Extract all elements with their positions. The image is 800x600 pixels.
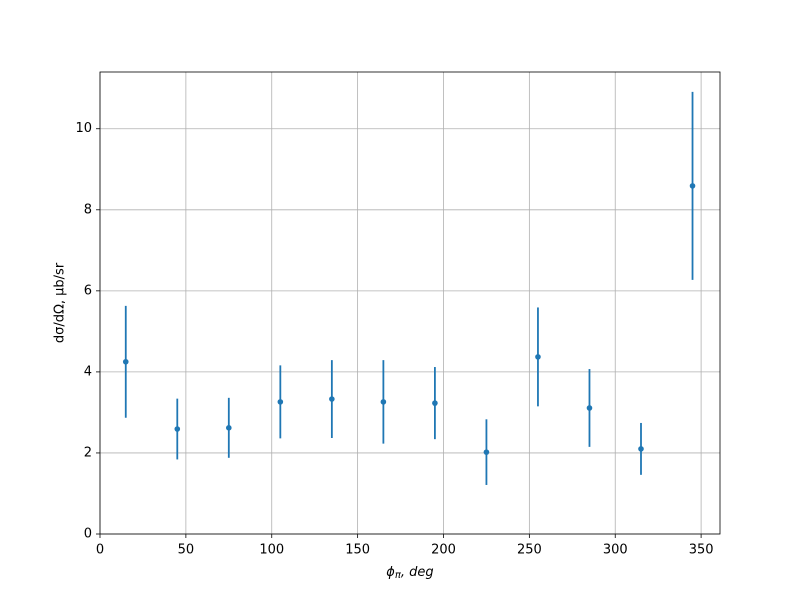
data-point: [586, 405, 593, 411]
x-tick-label: 0: [96, 543, 104, 558]
data-point: [483, 449, 490, 455]
data-point: [638, 446, 644, 452]
x-tick-label: 50: [178, 543, 195, 558]
y-axis-label: dσ/dΩ, μb/sr: [53, 262, 68, 343]
y-tick-label: 6: [84, 283, 92, 298]
data-point: [432, 400, 438, 406]
y-tick-label: 8: [84, 202, 92, 217]
data-point: [535, 354, 541, 360]
x-tick-label: 300: [603, 543, 628, 558]
data-point: [226, 425, 232, 431]
x-tick-label: 250: [517, 543, 542, 558]
data-point: [329, 396, 335, 402]
plot-frame: [99, 71, 721, 535]
x-tick-label: 200: [431, 543, 456, 558]
y-tick-label: 10: [75, 121, 92, 136]
y-tick-label: 4: [84, 364, 92, 379]
x-axis-label: ϕπ, deg: [386, 565, 433, 582]
y-tick-label: 0: [84, 527, 92, 542]
data-point: [689, 183, 696, 189]
data-point: [380, 399, 387, 405]
x-tick-label: 350: [689, 543, 714, 558]
x-tick-label: 100: [259, 543, 284, 558]
y-tick-label: 2: [84, 445, 92, 460]
data-point: [122, 358, 129, 365]
data-point: [174, 426, 181, 432]
x-tick-label: 150: [345, 543, 370, 558]
data-point: [277, 399, 284, 405]
